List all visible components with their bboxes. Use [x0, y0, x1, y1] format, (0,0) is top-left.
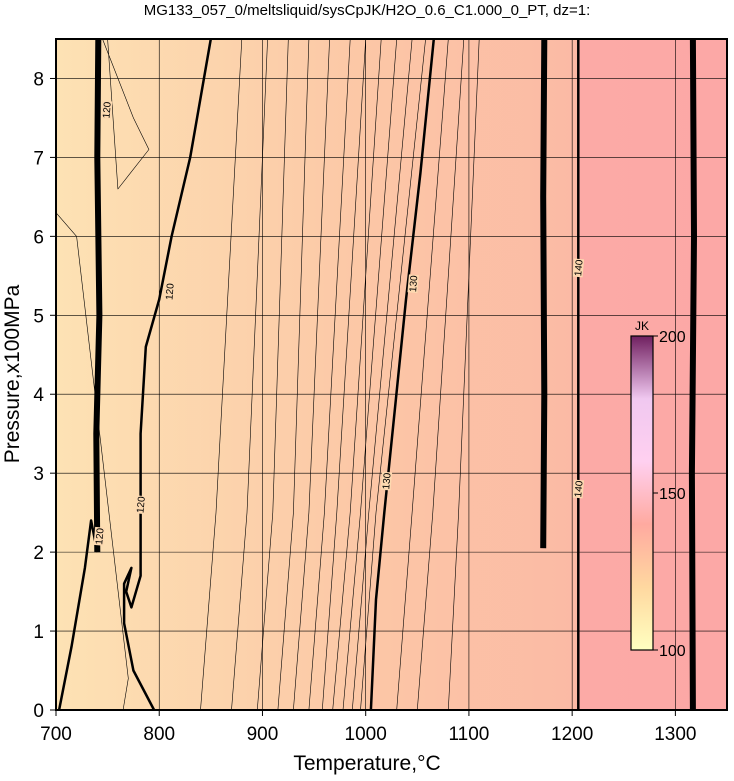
contour-label-group: 120: [163, 282, 177, 302]
contour-line: [308, 38, 351, 711]
contour-label: 130: [381, 472, 393, 490]
y-tick-label: 7: [33, 148, 44, 169]
colorbar-tick-label: 150: [659, 486, 686, 503]
x-tick-label: 1200: [551, 724, 593, 745]
colorbar: [630, 335, 654, 651]
y-tick-label: 1: [33, 622, 44, 643]
y-tick-label: 2: [33, 543, 44, 564]
contour-label-bg: [134, 495, 147, 515]
contour-line: [448, 38, 480, 711]
contour-line: [257, 38, 289, 711]
contour-line: [417, 38, 465, 711]
contour-label-group: 140: [572, 479, 586, 499]
contour-label-bg: [572, 479, 585, 499]
contour-label: 140: [573, 259, 585, 277]
bold-contour: [93, 38, 103, 553]
x-tick-label: 1300: [654, 724, 696, 745]
bold-contour: [369, 38, 436, 711]
bold-contour: [540, 38, 548, 549]
contour-line: [322, 38, 366, 711]
contour-line: [396, 38, 449, 711]
contour-label: 120: [101, 101, 113, 119]
x-axis-label: Temperature,°C: [293, 752, 440, 775]
contour-line: [102, 38, 150, 190]
contour-label-bg: [380, 471, 393, 491]
contour-line: [200, 38, 243, 711]
colorbar-tick-label: 100: [659, 643, 686, 660]
colorbar-label: JK: [635, 319, 649, 333]
contour-label-group: 140: [572, 258, 586, 278]
x-tick-label: 1100: [448, 724, 489, 745]
bold-contour: [57, 519, 99, 711]
contour-label-bg: [572, 258, 585, 278]
y-axis-label: Pressure,x100MPa: [1, 284, 24, 463]
contour-label-group: 120: [134, 495, 148, 515]
y-tick-label: 6: [33, 227, 44, 248]
y-tick-label: 3: [33, 464, 44, 485]
x-tick-label: 900: [247, 724, 279, 745]
contour-line: [352, 38, 413, 711]
contour-label-group: 130: [407, 274, 420, 294]
contour-label: 120: [164, 282, 176, 300]
y-tick-label: 0: [33, 701, 44, 722]
bold-contour: [688, 38, 697, 711]
contour-label-group: 120: [93, 526, 107, 546]
contour-label-group: 120: [100, 100, 114, 120]
y-tick-label: 5: [33, 306, 44, 327]
contour-line: [55, 212, 129, 711]
contour-label-bg: [407, 274, 419, 294]
bold-contour: [122, 38, 213, 711]
plot-frame: [55, 38, 728, 711]
contour-label-bg: [93, 526, 106, 546]
contour-line: [293, 38, 330, 711]
contour-label-group: 130: [380, 471, 394, 491]
contour-label: 120: [135, 496, 147, 514]
contour-label-bg: [100, 100, 113, 120]
contour-label: 130: [408, 275, 420, 293]
contour-line: [231, 38, 268, 711]
chart-title: MG133_057_0/meltsliquid/sysCpJK/H2O_0.6_…: [144, 2, 591, 19]
y-tick-label: 4: [33, 385, 44, 406]
x-tick-label: 1000: [345, 724, 387, 745]
contour-line: [342, 38, 397, 711]
contour-label: 120: [94, 527, 106, 545]
colorbar-tick-label: 200: [659, 329, 686, 346]
contour-line: [360, 38, 426, 711]
plot-background: [56, 39, 727, 710]
x-tick-label: 700: [40, 724, 72, 745]
y-tick-label: 8: [33, 69, 44, 90]
x-tick-label: 800: [143, 724, 175, 745]
contour-line: [277, 38, 310, 711]
contour-label-bg: [163, 282, 176, 302]
contour-line: [332, 38, 382, 711]
contour-label: 140: [573, 480, 585, 498]
